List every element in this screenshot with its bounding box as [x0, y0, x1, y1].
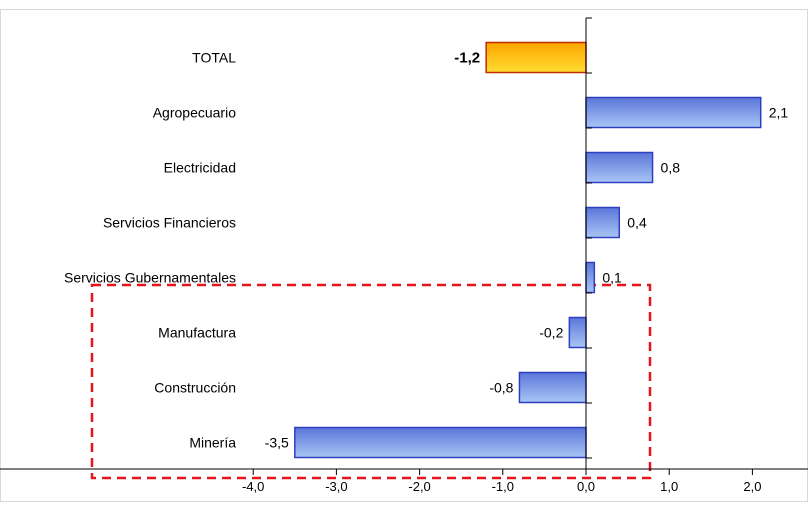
data-label-total: -1,2 — [454, 50, 480, 67]
category-label: Agropecuario — [153, 105, 236, 121]
category-label: Construcción — [154, 380, 236, 396]
bar-agropecuario — [585, 96, 762, 129]
bar-electricidad — [585, 151, 654, 184]
bar-servicios-gubernamentales — [585, 261, 596, 294]
x-tick-label: -4,0 — [242, 479, 264, 494]
bar-mineria — [294, 426, 587, 459]
data-label-mineria: -3,5 — [265, 435, 289, 451]
category-label: TOTAL — [192, 50, 236, 66]
x-tick-label: -3,0 — [325, 479, 347, 494]
data-label-construccion: -0,8 — [489, 380, 513, 396]
category-label: Manufactura — [158, 325, 236, 341]
x-tick-label: 1,0 — [660, 479, 678, 494]
category-label: Minería — [189, 435, 236, 451]
x-tick-label: -2,0 — [408, 479, 430, 494]
x-tick-label: -1,0 — [492, 479, 514, 494]
data-label-electricidad: 0,8 — [661, 160, 681, 176]
x-tick-label: 0,0 — [577, 479, 595, 494]
data-label-servicios-gubernamentales: 0,1 — [602, 270, 622, 286]
category-label: Electricidad — [164, 160, 236, 176]
data-label-servicios-financieros: 0,4 — [627, 215, 647, 231]
category-label: Servicios Financieros — [103, 215, 236, 231]
bar-servicios-financieros — [585, 206, 621, 239]
x-tick-label: 2,0 — [743, 479, 761, 494]
data-label-manufactura: -0,2 — [539, 325, 563, 341]
annotation-dashed-box — [90, 283, 652, 480]
bar-total — [485, 41, 587, 74]
data-label-agropecuario: 2,1 — [769, 105, 789, 121]
bar-manufactura — [568, 316, 587, 349]
bar-construccion — [518, 371, 587, 404]
category-label: Servicios Gubernamentales — [64, 270, 236, 286]
